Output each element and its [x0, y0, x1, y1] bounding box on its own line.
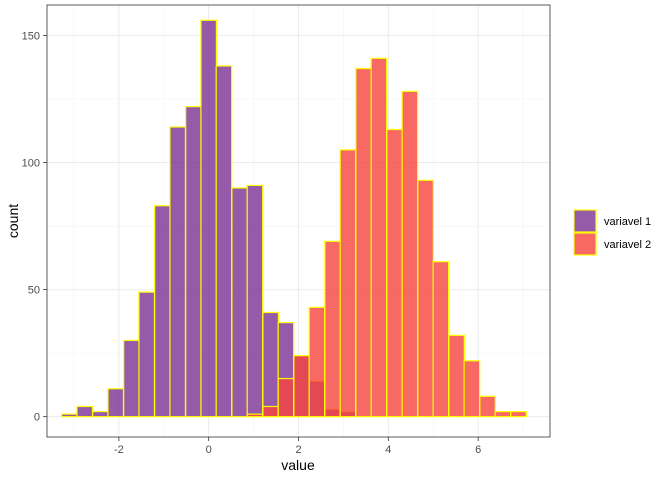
bar: [107, 388, 125, 418]
bar: [293, 355, 310, 418]
bar: [246, 413, 264, 418]
bar: [246, 184, 264, 418]
x-tick-label: 6: [475, 444, 481, 456]
bar: [169, 126, 187, 418]
y-axis-ticks: 0 50 100 150: [22, 30, 47, 424]
x-tick-label: 4: [385, 444, 391, 456]
bar: [339, 149, 357, 418]
legend-key-1: [573, 209, 597, 233]
bar: [370, 57, 388, 418]
bar: [262, 405, 279, 418]
bar: [417, 179, 434, 418]
bar: [138, 291, 156, 418]
bar: [308, 306, 326, 418]
bar: [76, 405, 94, 418]
bar: [494, 410, 512, 418]
legend-label-1: variavel 1: [604, 216, 651, 228]
bar: [92, 410, 109, 418]
bar: [401, 90, 419, 418]
series-2-bars: [246, 57, 527, 418]
x-tick-label: 2: [295, 444, 301, 456]
legend-key-2: [573, 232, 597, 256]
bar: [61, 413, 78, 418]
bar: [386, 128, 403, 418]
bar: [215, 65, 233, 418]
y-axis-title: count: [5, 204, 21, 238]
bar: [200, 19, 218, 418]
bar: [463, 360, 481, 418]
bar: [231, 187, 249, 418]
bar: [154, 205, 171, 418]
bar: [123, 339, 140, 418]
bar: [479, 395, 496, 418]
bar: [185, 106, 202, 418]
x-axis-ticks: -2 0 2 4 6: [114, 437, 481, 456]
bar: [277, 377, 295, 418]
y-tick-label: 150: [22, 30, 40, 42]
x-tick-label: -2: [114, 444, 124, 456]
x-axis-title: value: [281, 457, 315, 473]
y-tick-label: 0: [34, 412, 40, 424]
legend: variavel 1 variavel 2: [573, 209, 651, 256]
bar: [324, 240, 341, 418]
x-tick-label: 0: [206, 444, 212, 456]
bar: [432, 261, 450, 418]
histogram-bars: [61, 19, 527, 418]
bar: [262, 311, 279, 418]
y-tick-label: 50: [28, 285, 40, 297]
bar: [355, 67, 372, 418]
y-tick-label: 100: [22, 158, 40, 170]
legend-label-2: variavel 2: [604, 239, 651, 251]
bar: [448, 334, 465, 418]
bar: [510, 410, 527, 418]
